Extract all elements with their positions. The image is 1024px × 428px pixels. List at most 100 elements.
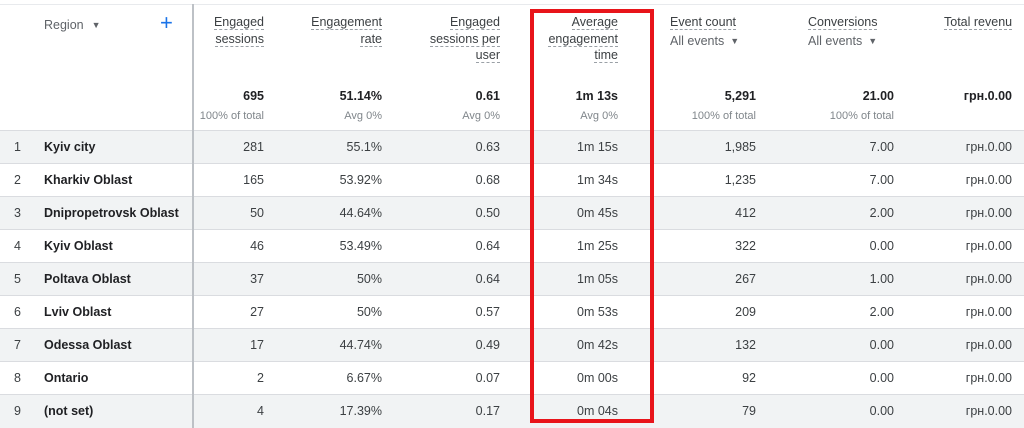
header-line: rate [360,31,382,47]
metric-cell: грн.0.00 [965,239,1012,253]
metric-cell: грн.0.00 [965,338,1012,352]
header-line: Conversions [808,15,878,30]
event-filter-selector[interactable]: All events ▼ [670,33,790,50]
conversion-filter-label: All events [808,33,863,48]
total-sub: 100% of total [691,110,756,122]
total-average-engagement-time: 1m 13s Avg 0% [530,88,618,123]
caret-down-icon: ▼ [91,20,101,30]
region-name[interactable]: Kyiv Oblast [44,239,113,253]
metric-cell: 267 [735,272,756,286]
metric-cell: 0.49 [475,338,500,352]
total-sub: Avg 0% [580,110,618,122]
table-row[interactable]: 4 Kyiv Oblast 46 53.49% 0.64 1m 25s 322 0.00 грн… [0,229,1024,263]
table-row[interactable]: 3 Dnipropetrovsk Oblast 50 44.64% 0.50 0m 45s… [0,196,1024,230]
region-label: Region [44,18,84,32]
metric-cell: 2.00 [869,305,894,319]
column-divider [192,4,194,428]
metric-cell: грн.0.00 [965,272,1012,286]
metric-cell: 1m 25s [577,239,618,253]
header-line: sessions [215,31,264,47]
metric-cell: грн.0.00 [965,404,1012,418]
region-name[interactable]: Ontario [44,371,89,385]
header-event-count[interactable]: Event count All events ▼ [670,14,790,49]
metric-cell: 17 [250,338,264,352]
row-index: 7 [14,338,21,352]
header-total-revenue[interactable]: Total revenu [944,14,1024,31]
table-row[interactable]: 7 Odessa Oblast 17 44.74% 0.49 0m 42s 132 0.00 г… [0,328,1024,362]
region-name[interactable]: Kharkiv Oblast [44,173,133,187]
row-index: 5 [14,272,21,286]
header-line: Engaged [449,15,500,30]
header-engaged-sessions-per-user[interactable]: Engaged sessions per user [412,14,500,64]
table-row[interactable]: 1 Kyiv city 281 55.1% 0.63 1m 15s 1,985 7.00 грн… [0,130,1024,164]
metric-cell: 1.00 [869,272,894,286]
row-index: 6 [14,305,21,319]
header-average-engagement-time[interactable]: Average engagement time [530,14,618,64]
table-row[interactable]: 2 Kharkiv Oblast 165 53.92% 0.68 1m 34s 1,235 7… [0,163,1024,197]
region-name[interactable]: Kyiv city [44,140,96,154]
caret-down-icon: ▼ [868,35,878,46]
metric-cell: 92 [742,371,756,385]
metric-cell: 0.00 [869,239,894,253]
total-sub: 100% of total [829,110,894,122]
metric-cell: 46 [250,239,264,253]
metric-cell: 2 [257,371,264,385]
header-engaged-sessions[interactable]: Engaged sessions [198,14,264,47]
row-index: 8 [14,371,21,385]
total-engaged-sessions: 695 100% of total [190,88,264,123]
header-engagement-rate[interactable]: Engagement rate [300,14,382,47]
metric-cell: 0m 53s [577,305,618,319]
metric-cell: 0.00 [869,404,894,418]
metric-cell: грн.0.00 [965,140,1012,154]
region-name[interactable]: (not set) [44,404,94,418]
row-index: 3 [14,206,21,220]
header-line: Engagement [311,15,382,30]
region-name[interactable]: Poltava Oblast [44,272,131,286]
metric-cell: 1m 05s [577,272,618,286]
metric-cell: 44.64% [339,206,382,220]
metric-cell: 79 [742,404,756,418]
header-conversions[interactable]: Conversions All events ▼ [808,14,928,49]
conversion-filter-selector[interactable]: All events ▼ [808,33,928,50]
header-line: Engaged [213,15,264,30]
metric-cell: 50% [356,272,382,286]
metric-cell: 0.50 [475,206,500,220]
row-index: 1 [14,140,21,154]
region-name[interactable]: Dnipropetrovsk Oblast [44,206,179,220]
metric-cell: 53.92% [339,173,382,187]
table-row[interactable]: 5 Poltava Oblast 37 50% 0.64 1m 05s 267 1.00 грн… [0,262,1024,296]
metric-cell: грн.0.00 [965,173,1012,187]
metric-cell: 412 [735,206,756,220]
metric-cell: 1,235 [724,173,756,187]
header-line: user [475,48,500,63]
region-dimension-selector[interactable]: Region ▼ [44,18,101,32]
metric-cell: 4 [257,404,264,418]
add-dimension-button[interactable]: + [160,10,173,35]
metric-cell: 1,985 [724,140,756,154]
metric-cell: 0m 04s [577,404,618,418]
total-sub: Avg 0% [344,110,382,122]
total-conversions: 21.00 100% of total [800,88,894,123]
table-row[interactable]: 9 (not set) 4 17.39% 0.17 0m 04s 79 0.00 грн.0.0… [0,394,1024,428]
caret-down-icon: ▼ [730,35,740,46]
metric-cell: 53.49% [339,239,382,253]
event-filter-label: All events [670,33,725,48]
metric-cell: 165 [243,173,264,187]
header-line: sessions per [429,31,500,47]
metric-cell: 132 [735,338,756,352]
metric-cell: грн.0.00 [965,305,1012,319]
metric-cell: 27 [250,305,264,319]
metric-cell: 50% [356,305,382,319]
table-row[interactable]: 6 Lviv Oblast 27 50% 0.57 0m 53s 209 2.00 грн.0.… [0,295,1024,329]
region-name[interactable]: Lviv Oblast [44,305,112,319]
metric-cell: 44.74% [339,338,382,352]
metric-cell: грн.0.00 [965,206,1012,220]
metric-cell: 0.68 [475,173,500,187]
metric-cell: 2.00 [869,206,894,220]
metric-cell: 0.00 [869,338,894,352]
total-value: 21.00 [862,89,894,103]
metric-cell: 0.00 [869,371,894,385]
region-name[interactable]: Odessa Oblast [44,338,132,352]
table-row[interactable]: 8 Ontario 2 6.67% 0.07 0m 00s 92 0.00 грн.0.00 [0,361,1024,395]
metric-cell: 0.64 [475,272,500,286]
